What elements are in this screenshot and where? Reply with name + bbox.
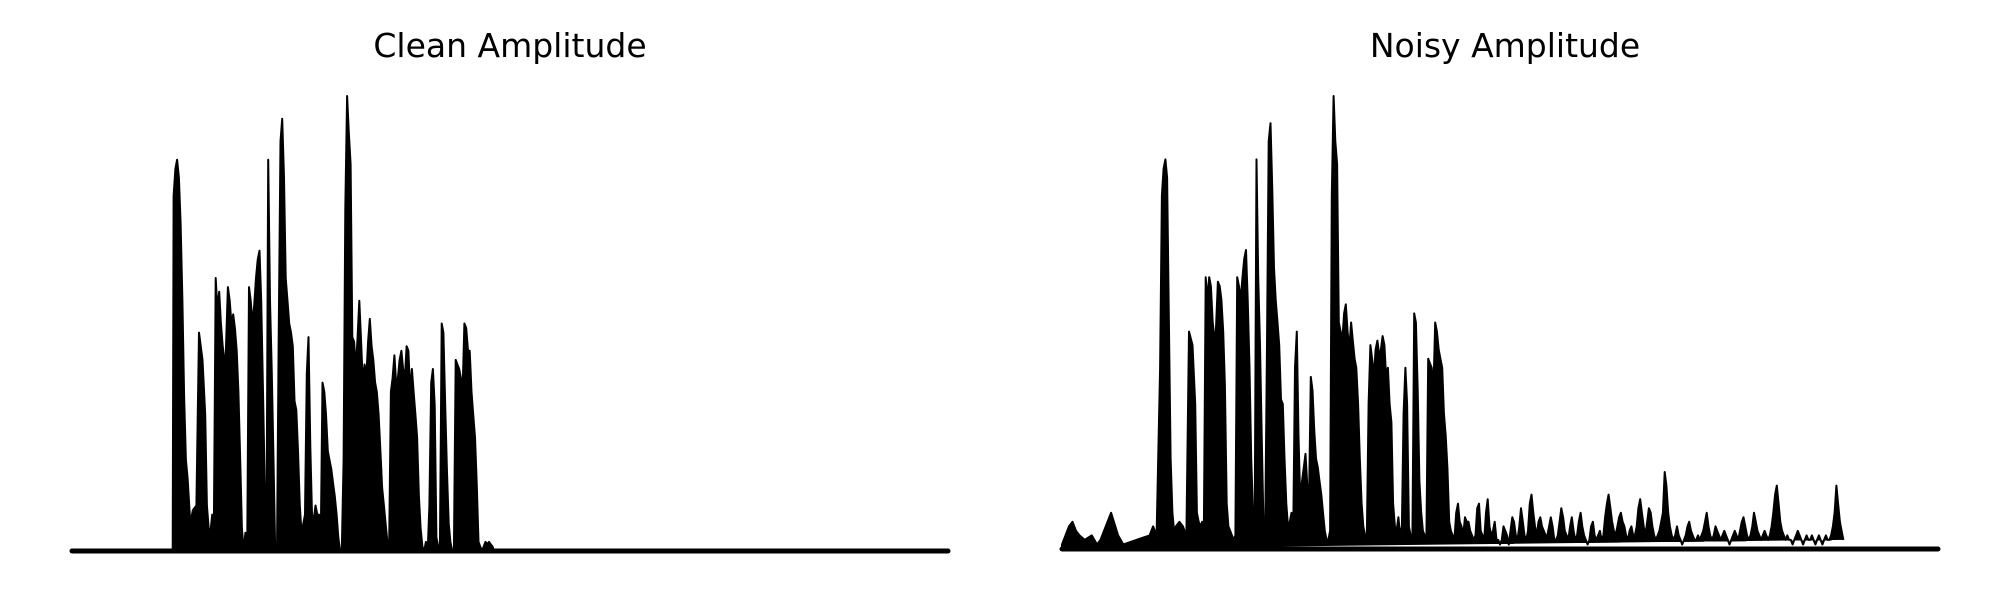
amplitude-area — [1061, 95, 1845, 549]
noisy-amplitude-plot — [1059, 95, 1941, 552]
clean-amplitude-plot — [69, 95, 951, 554]
amplitude-area — [72, 95, 749, 552]
noisy-amplitude-panel: Noisy Amplitude — [1000, 0, 2000, 600]
noisy-amplitude-title: Noisy Amplitude — [1369, 26, 1641, 65]
clean-amplitude-panel: Clean Amplitude — [69, 26, 951, 554]
clean-amplitude-title: Clean Amplitude — [373, 26, 647, 65]
